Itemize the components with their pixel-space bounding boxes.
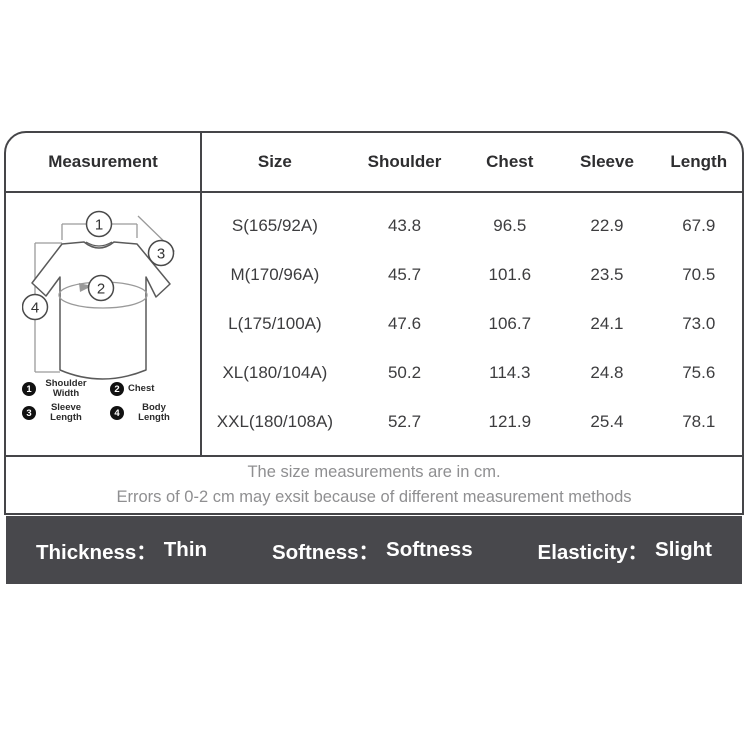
attribute-value: Slight	[655, 538, 712, 561]
cell-size: M(170/96A)	[230, 265, 320, 285]
cell-length: 73.0	[682, 313, 716, 333]
cell-chest: 106.7	[488, 313, 532, 333]
cell-size: XXL(180/108A)	[216, 411, 334, 431]
column-header-chest: Chest	[486, 152, 534, 171]
legend-item-shoulder-width: 1 Shoulder Width	[22, 378, 110, 400]
cell-sleeve: 24.8	[590, 362, 624, 382]
column-header-sleeve: Sleeve	[580, 152, 634, 171]
cell-length: 75.6	[682, 362, 716, 382]
cell-sleeve: 22.9	[590, 216, 624, 236]
table-row: L(175/100A) 47.6 106.7 24.1 73.0	[202, 300, 742, 349]
table-row: XL(180/104A) 50.2 114.3 24.8 75.6	[202, 348, 742, 397]
cell-length: 67.9	[682, 216, 716, 236]
tshirt-diagram-icon: 1 2 3 4	[22, 210, 175, 380]
cell-chest: 101.6	[488, 265, 532, 285]
measurement-header-cell: Measurement	[6, 133, 202, 193]
table-row: M(170/96A) 45.7 101.6 23.5 70.5	[202, 251, 742, 300]
attribute-label: Elasticity：	[537, 541, 649, 564]
callout-2: 2	[97, 281, 105, 298]
diagram-legend: 1 Shoulder Width 2 Chest 3 Sleeve Length…	[22, 378, 188, 424]
cell-size: S(165/92A)	[231, 216, 318, 236]
legend-dot-4-icon: 4	[110, 406, 124, 421]
cell-size: XL(180/104A)	[222, 362, 328, 382]
size-table-body: S(165/92A) 43.8 96.5 22.9 67.9 M(170/96A…	[202, 193, 742, 455]
size-chart-panel: Measurement Size Shoulder Chest Sleeve L…	[4, 131, 744, 515]
measurement-label: Measurement	[48, 152, 158, 171]
cell-shoulder: 45.7	[387, 265, 422, 285]
callout-3: 3	[157, 246, 165, 263]
note-line-1: The size measurements are in cm.	[247, 463, 501, 482]
attribute-value: Softness	[386, 538, 473, 561]
legend-label: Body Length	[138, 401, 170, 424]
measurement-note: The size measurements are in cm. Errors …	[6, 455, 742, 513]
legend-item-chest: 2 Chest	[110, 379, 182, 400]
cell-shoulder: 43.8	[387, 216, 422, 236]
note-line-2: Errors of 0-2 cm may exsit because of di…	[116, 488, 632, 506]
column-header-row: Size Shoulder Chest Sleeve Length	[202, 133, 742, 193]
cell-chest: 96.5	[493, 216, 527, 236]
tshirt-measurement-diagram: 1 2 3 4 1 Shoulder Width 2 Chest 3 Sleev…	[6, 193, 202, 455]
callout-1: 1	[95, 217, 103, 234]
attribute-label: Thickness：	[36, 541, 157, 564]
column-header-length: Length	[670, 152, 728, 171]
attribute-softness: Softness： Softness	[272, 535, 473, 565]
attribute-value: Thin	[163, 538, 208, 561]
legend-dot-2-icon: 2	[110, 382, 124, 397]
cell-sleeve: 25.4	[590, 411, 624, 431]
cell-sleeve: 24.1	[590, 313, 624, 333]
cell-chest: 121.9	[488, 411, 532, 431]
cell-length: 78.1	[682, 411, 716, 431]
tshirt-outline	[31, 241, 171, 380]
cell-sleeve: 23.5	[590, 265, 624, 285]
attribute-label: Softness：	[271, 541, 380, 564]
legend-dot-1-icon: 1	[22, 382, 36, 397]
attribute-elasticity: Elasticity： Slight	[538, 535, 712, 565]
cell-size: L(175/100A)	[228, 313, 322, 333]
legend-label: Sleeve Length	[50, 401, 82, 424]
legend-label: Shoulder Width	[45, 378, 87, 400]
column-header-shoulder: Shoulder	[367, 152, 442, 171]
table-row: XXL(180/108A) 52.7 121.9 25.4 78.1	[202, 397, 742, 446]
cell-length: 70.5	[682, 265, 716, 285]
legend-label: Chest	[128, 383, 155, 395]
column-header-size: Size	[257, 152, 292, 171]
fabric-attributes-bar: Thickness： Thin Softness： Softness Elast…	[6, 516, 742, 584]
legend-dot-3-icon: 3	[22, 406, 36, 421]
diagram-callouts: 1 2 3 4	[22, 210, 175, 321]
legend-item-sleeve-length: 3 Sleeve Length	[22, 401, 110, 424]
cell-chest: 114.3	[489, 362, 531, 382]
attribute-thickness: Thickness： Thin	[36, 535, 207, 565]
cell-shoulder: 50.2	[387, 362, 422, 382]
cell-shoulder: 52.7	[387, 411, 422, 431]
table-row: S(165/92A) 43.8 96.5 22.9 67.9	[202, 202, 742, 251]
legend-item-body-length: 4 Body Length	[110, 401, 182, 424]
callout-4: 4	[31, 300, 39, 317]
cell-shoulder: 47.6	[387, 313, 422, 333]
